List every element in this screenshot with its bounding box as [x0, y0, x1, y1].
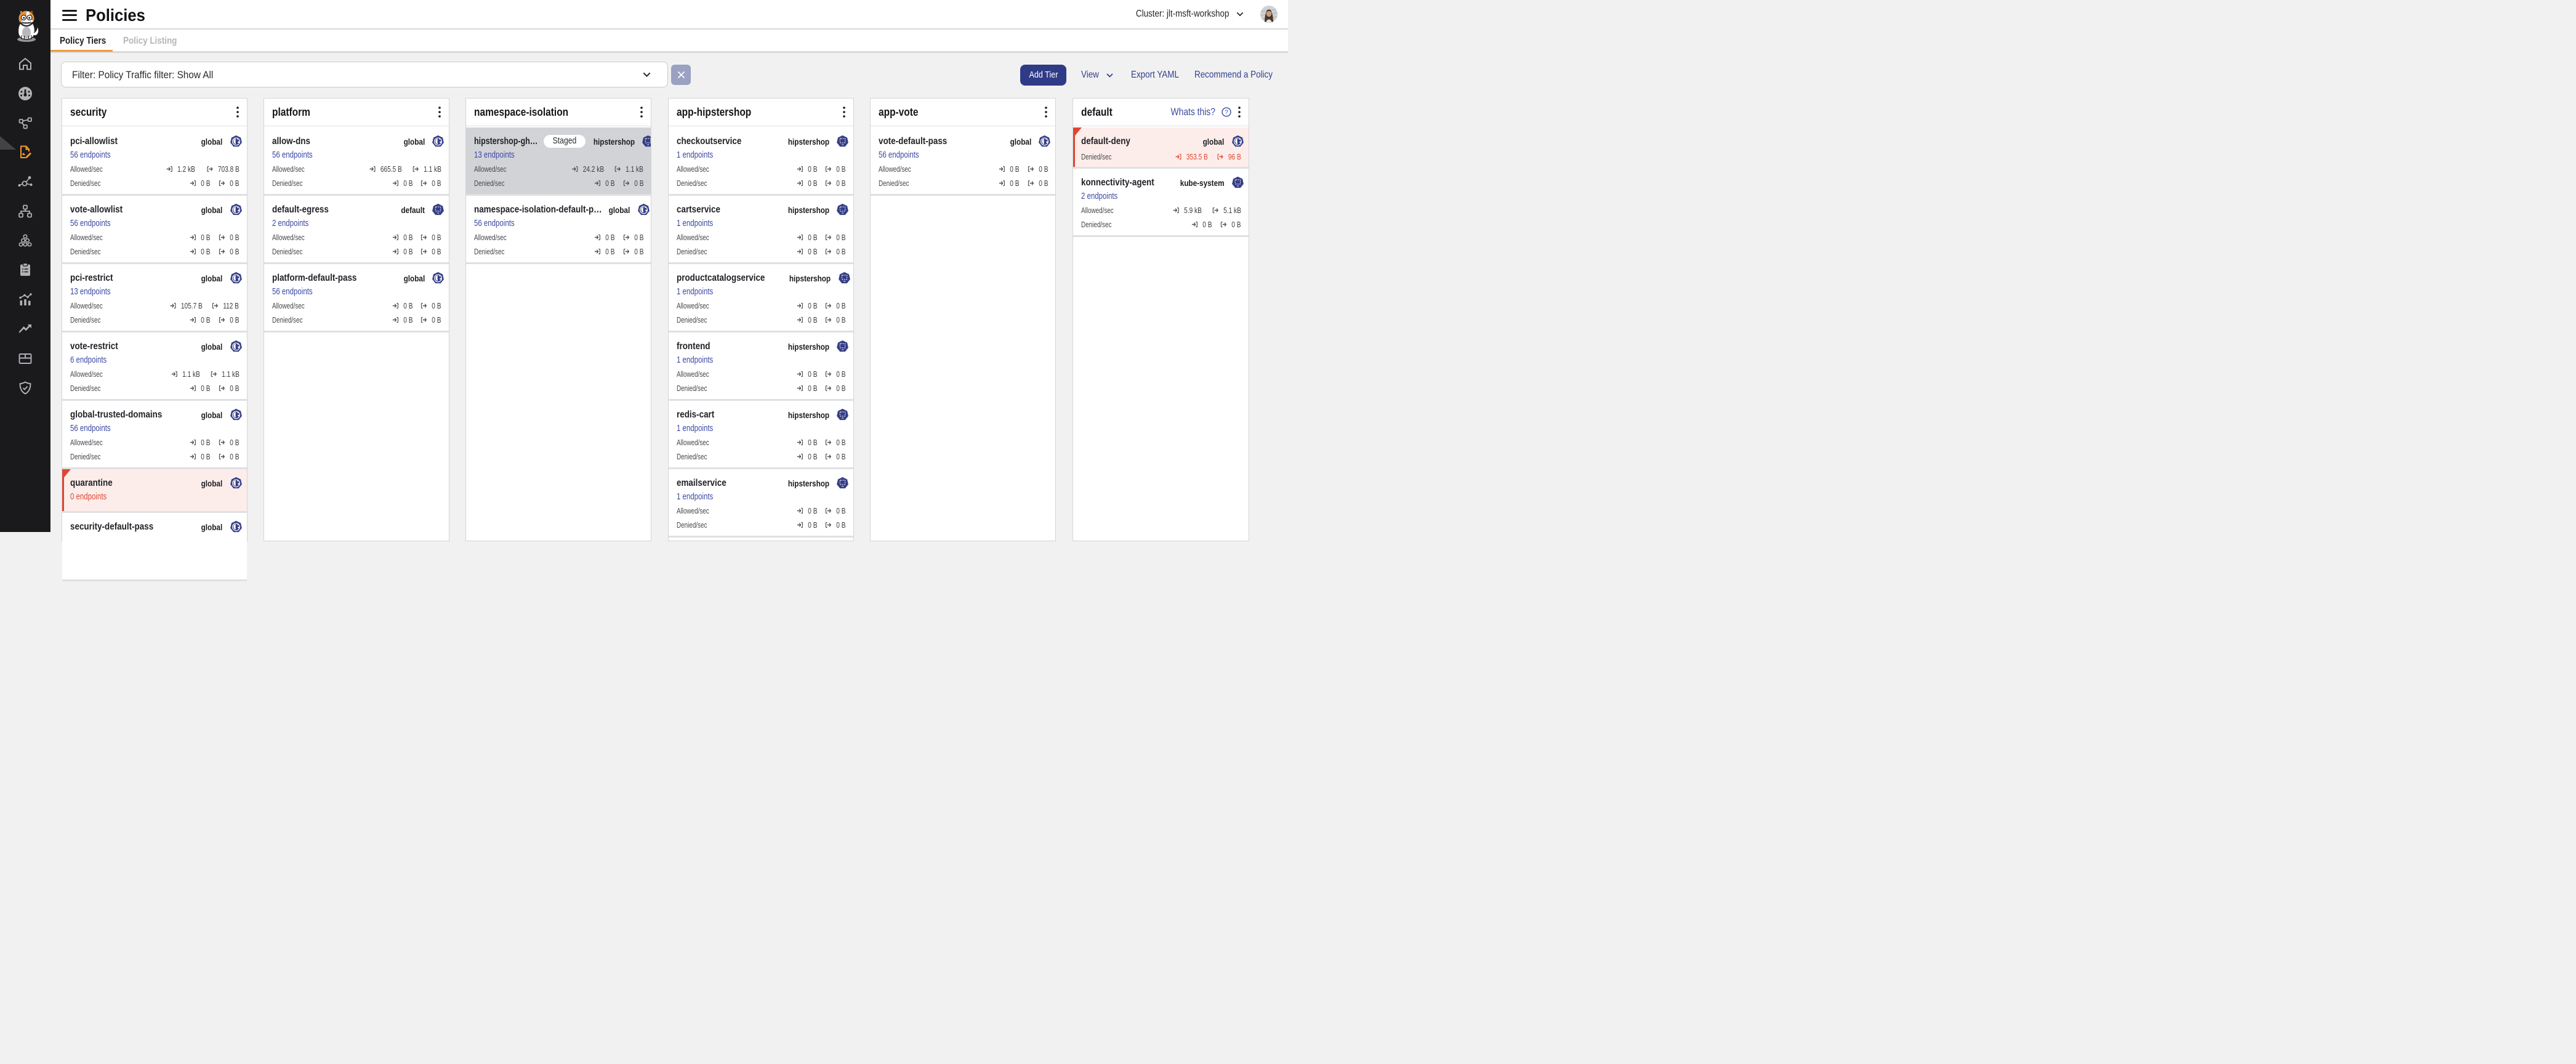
- svg-text:?: ?: [1225, 109, 1228, 116]
